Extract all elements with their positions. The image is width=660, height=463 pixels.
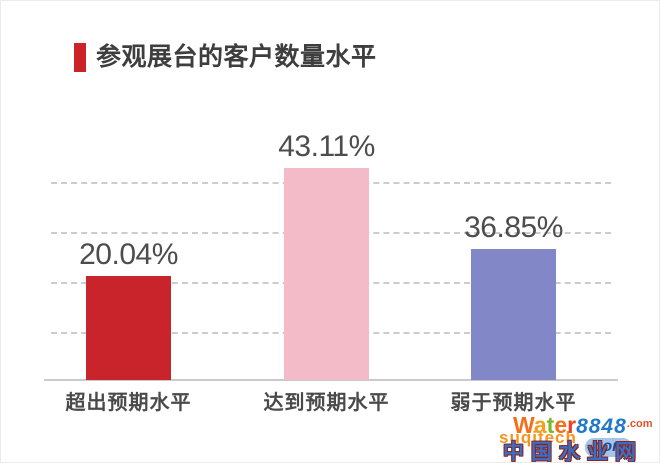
watermark-letter: a: [533, 412, 547, 438]
watermark-letter: r: [567, 412, 577, 438]
watermark-brand-letters: Water: [513, 414, 576, 437]
page-title: 参观展台的客户数量水平: [96, 43, 377, 71]
bar-3: [471, 249, 556, 380]
bar-1: [86, 276, 171, 380]
category-label: 弱于预期水平: [450, 392, 577, 414]
category-label: 达到预期水平: [263, 392, 390, 414]
category-label: 超出预期水平: [65, 392, 192, 414]
watermark-number: 8848: [576, 415, 627, 438]
bar-2: [284, 168, 369, 380]
watermark: Water8848.com suqitech .com 中国水业网: [499, 414, 659, 463]
title-accent-bar: [74, 43, 86, 72]
bar-value-label: 43.11%: [278, 130, 375, 163]
watermark-letter: e: [554, 412, 568, 438]
watermark-cn-name: 中国水业网: [503, 441, 643, 463]
watermark-domain-small: .com: [626, 418, 653, 430]
bar-value-label: 20.04%: [79, 238, 178, 271]
watermark-brand: Water8848.com: [513, 414, 652, 439]
watermark-domain-pill: .com: [585, 438, 633, 457]
x-axis-line: [44, 379, 618, 381]
chart-title-block: 参观展台的客户数量水平: [74, 43, 377, 72]
bar-value-label: 36.85%: [464, 211, 563, 244]
watermark-letter: t: [546, 412, 555, 438]
watermark-letter: W: [513, 412, 534, 438]
watermark-subbrand: suqitech: [499, 428, 577, 447]
